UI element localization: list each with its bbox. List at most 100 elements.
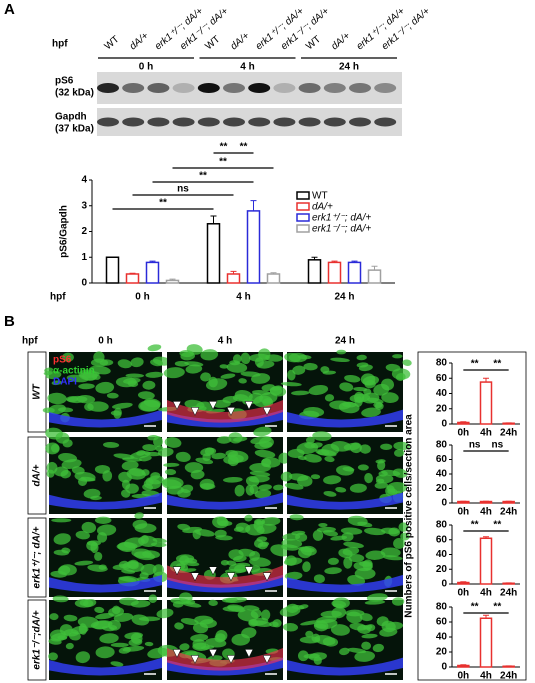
tissue (259, 436, 274, 448)
tissue (51, 518, 72, 523)
tissue (362, 559, 373, 571)
tissue (185, 599, 196, 605)
blot-band (172, 83, 195, 93)
tissue (338, 548, 353, 559)
bar (246, 210, 261, 284)
tissue (286, 603, 299, 613)
arrowhead (226, 572, 236, 582)
arrowhead (262, 655, 272, 664)
tissue (118, 576, 137, 582)
tissue (98, 564, 107, 570)
tissue (138, 400, 161, 412)
x-tick-label: 24h (500, 671, 517, 682)
tissue (194, 615, 214, 625)
tissue (330, 535, 348, 541)
x-tick-label: 0 h (135, 292, 149, 303)
tissue (318, 523, 328, 528)
tissue (292, 365, 306, 375)
blot-band (172, 117, 195, 127)
tissue (240, 352, 251, 365)
arrowhead (190, 407, 200, 416)
tissue (74, 471, 96, 482)
bar (105, 256, 120, 284)
tissue (261, 457, 281, 468)
tissue (256, 536, 268, 542)
tissue (77, 616, 99, 628)
lane-label: dA/+ (229, 30, 252, 52)
tissue (297, 546, 315, 553)
arrowhead (244, 401, 254, 410)
bar (479, 500, 493, 504)
arrowhead (190, 655, 200, 664)
tissue (330, 357, 350, 363)
tissue (127, 380, 139, 387)
tissue (269, 621, 279, 628)
tissue (121, 479, 131, 490)
tissue (361, 641, 372, 650)
tissue (192, 529, 201, 540)
blot-band (374, 117, 397, 127)
tissue (364, 527, 386, 536)
blot-label: pS6 (55, 76, 74, 87)
tissue (233, 526, 244, 532)
y-tick-label: 40 (436, 632, 448, 643)
blot-band (223, 117, 245, 127)
tissue (347, 647, 367, 654)
lane-label: WT (103, 34, 122, 52)
tissue (261, 517, 281, 526)
y-axis-label: Numbers of pS6 positive cells/section ar… (404, 414, 415, 618)
significance-label: ** (493, 520, 501, 531)
tissue (53, 533, 71, 545)
legend-swatch (296, 224, 310, 233)
tissue (347, 574, 366, 586)
tissue (179, 643, 190, 651)
tissue (49, 613, 59, 621)
tissue (164, 437, 182, 448)
tissue (250, 609, 262, 619)
tissue (361, 407, 381, 418)
tissue (340, 527, 363, 535)
y-axis-label: pS6/Gapdh (59, 205, 70, 258)
ps6-layer (167, 565, 283, 588)
x-tick-label: 4h (480, 428, 492, 439)
tissue (63, 614, 78, 622)
tissue (288, 352, 308, 363)
tissue (381, 469, 401, 477)
nuclei-layer (287, 574, 403, 593)
x-tick-label: 24h (500, 428, 517, 439)
y-tick-label: 20 (436, 564, 448, 575)
tissue (305, 630, 314, 638)
blot-band (349, 83, 371, 93)
tissue (222, 396, 238, 404)
tissue (65, 642, 74, 650)
nuclei-layer (167, 574, 283, 593)
blot-size: (37 kDa) (55, 124, 94, 135)
tissue (94, 516, 112, 524)
tissue (392, 354, 403, 359)
tissue (363, 388, 372, 395)
tissue (125, 373, 145, 378)
error-bar (331, 260, 338, 263)
tissue (295, 532, 308, 542)
y-tick-label: 0 (441, 419, 447, 430)
tissue (305, 436, 315, 444)
tissue (359, 613, 373, 622)
lane-label: dA/+ (329, 30, 352, 52)
y-tick-label: 2 (81, 226, 87, 237)
y-tick-label: 60 (436, 617, 448, 628)
tissue (110, 642, 129, 648)
ps6-layer (167, 400, 283, 423)
row-label-box (27, 517, 47, 598)
nuclei-layer (49, 657, 162, 676)
tissue (316, 615, 337, 624)
tissue (54, 466, 69, 477)
y-tick-label: 80 (436, 520, 448, 531)
bar (479, 381, 493, 425)
tissue (130, 357, 144, 368)
tissue (86, 540, 101, 546)
tissue (50, 570, 67, 578)
tissue (153, 436, 163, 447)
tissue (216, 436, 232, 444)
blot-band (97, 117, 119, 127)
error-bar (460, 421, 467, 423)
